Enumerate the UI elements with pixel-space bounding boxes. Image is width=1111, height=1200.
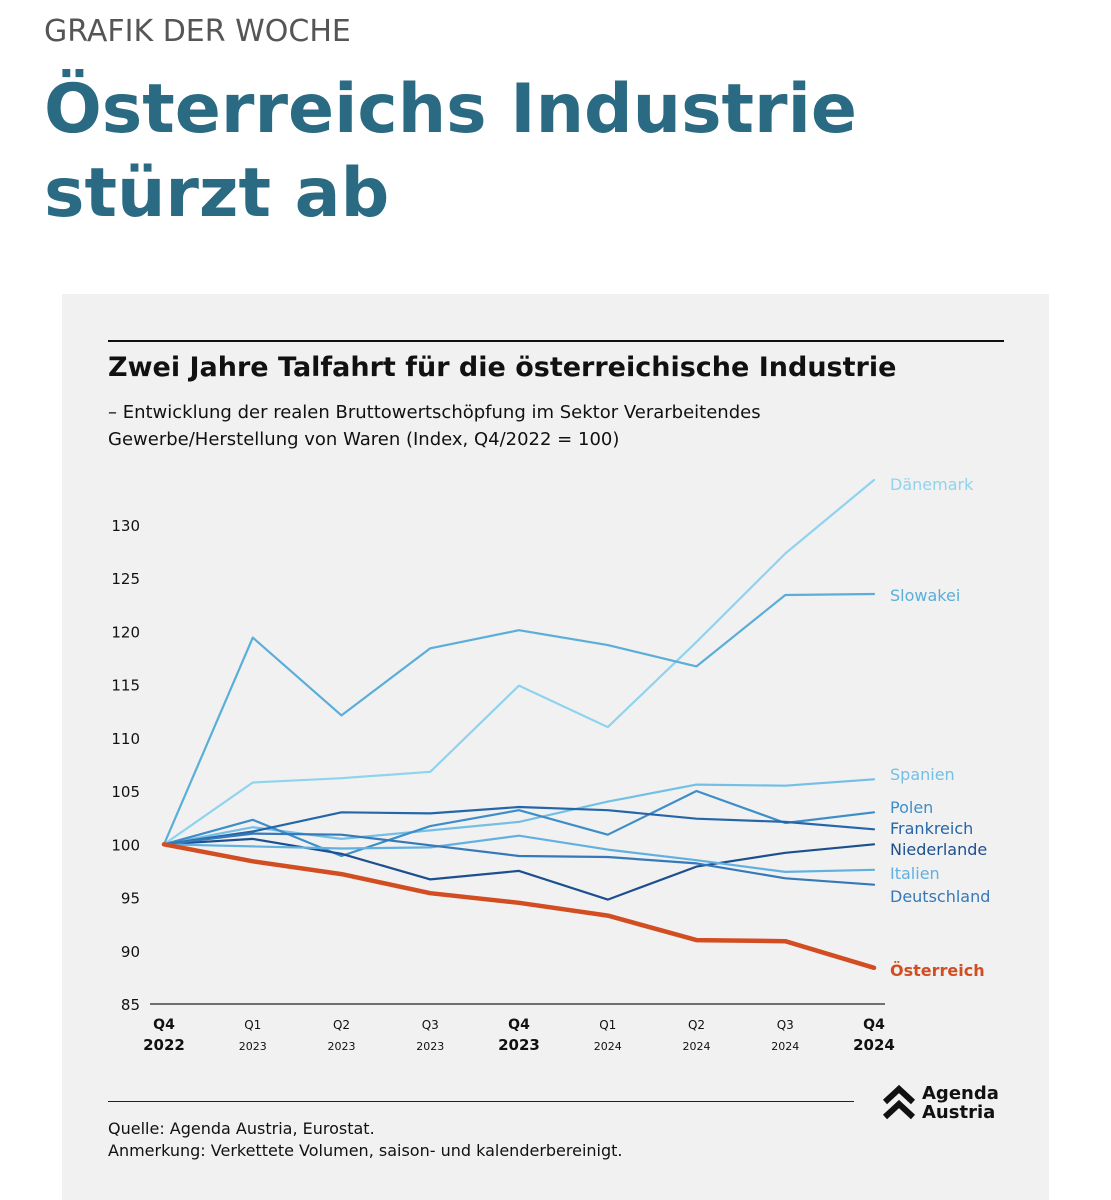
- x-tick-year: 2023: [498, 1036, 540, 1054]
- annotation-note: Anmerkung: Verkettete Volumen, saison- u…: [108, 1141, 623, 1160]
- x-tick-year: 2022: [143, 1036, 185, 1054]
- series-label: Dänemark: [890, 475, 974, 494]
- chevron-up-icon: [882, 1084, 916, 1120]
- x-tick-quarter: Q4: [153, 1017, 175, 1033]
- series-line-italien: [162, 834, 876, 874]
- y-tick-label: 120: [111, 623, 140, 641]
- series-label: Österreich: [890, 961, 985, 980]
- series-line-österreich: [161, 842, 877, 971]
- subtitle-line-1: – Entwicklung der realen Bruttowertschöp…: [108, 402, 761, 423]
- x-tick-year: 2023: [239, 1040, 267, 1053]
- chart-title: Zwei Jahre Talfahrt für die österreichis…: [108, 352, 897, 383]
- x-tick-quarter: Q4: [508, 1017, 530, 1033]
- footer-rule: [108, 1101, 854, 1102]
- chart-subtitle: – Entwicklung der realen Bruttowertschöp…: [108, 399, 908, 453]
- series-label: Deutschland: [890, 887, 990, 906]
- logo-line-2: Austria: [922, 1102, 996, 1123]
- y-tick-label: 105: [111, 783, 140, 801]
- series-line-polen: [162, 789, 876, 858]
- x-tick-quarter: Q1: [599, 1018, 616, 1032]
- series-line-deutschland: [162, 832, 876, 886]
- x-tick-quarter: Q3: [422, 1018, 439, 1032]
- x-tick-year: 2023: [416, 1040, 444, 1053]
- top-rule: [108, 340, 1004, 342]
- x-tick-year: 2023: [328, 1040, 356, 1053]
- series-line-niederlande: [162, 837, 876, 901]
- series-label: Frankreich: [890, 819, 973, 838]
- x-tick-year: 2024: [594, 1040, 622, 1053]
- y-tick-label: 100: [111, 836, 140, 854]
- series-line-dänemark: [162, 478, 876, 846]
- x-tick-quarter: Q4: [863, 1017, 885, 1033]
- series-line-slowakei: [162, 592, 876, 846]
- series-label: Polen: [890, 798, 933, 817]
- kicker: GRAFIK DER WOCHE: [44, 14, 351, 49]
- series-label: Spanien: [890, 765, 955, 784]
- agenda-austria-logo: Agenda Austria: [882, 1084, 999, 1122]
- series-line-frankreich: [162, 805, 876, 846]
- x-tick-year: 2024: [683, 1040, 711, 1053]
- y-tick-label: 110: [111, 730, 140, 748]
- x-tick-quarter: Q2: [688, 1018, 705, 1032]
- x-tick-year: 2024: [771, 1040, 799, 1053]
- y-tick-label: 90: [121, 943, 140, 961]
- chart-card: [62, 294, 1049, 1200]
- y-tick-label: 125: [111, 570, 140, 588]
- headline: Österreichs Industrie stürzt ab: [44, 70, 858, 233]
- y-tick-label: 115: [111, 677, 140, 695]
- y-tick-label: 130: [111, 517, 140, 535]
- y-tick-label: 85: [121, 996, 140, 1014]
- subtitle-line-2: Gewerbe/Herstellung von Waren (Index, Q4…: [108, 429, 620, 450]
- chart-footer: Quelle: Agenda Austria, Eurostat. Anmerk…: [108, 1118, 623, 1162]
- x-tick-quarter: Q3: [777, 1018, 794, 1032]
- series-label: Slowakei: [890, 586, 960, 605]
- x-tick-quarter: Q2: [333, 1018, 350, 1032]
- logo-line-1: Agenda: [922, 1083, 999, 1104]
- series-label: Niederlande: [890, 840, 987, 859]
- series-label: Italien: [890, 864, 940, 883]
- x-tick-year: 2024: [853, 1036, 895, 1054]
- x-tick-quarter: Q1: [244, 1018, 261, 1032]
- source-note: Quelle: Agenda Austria, Eurostat.: [108, 1119, 375, 1138]
- y-tick-label: 95: [121, 890, 140, 908]
